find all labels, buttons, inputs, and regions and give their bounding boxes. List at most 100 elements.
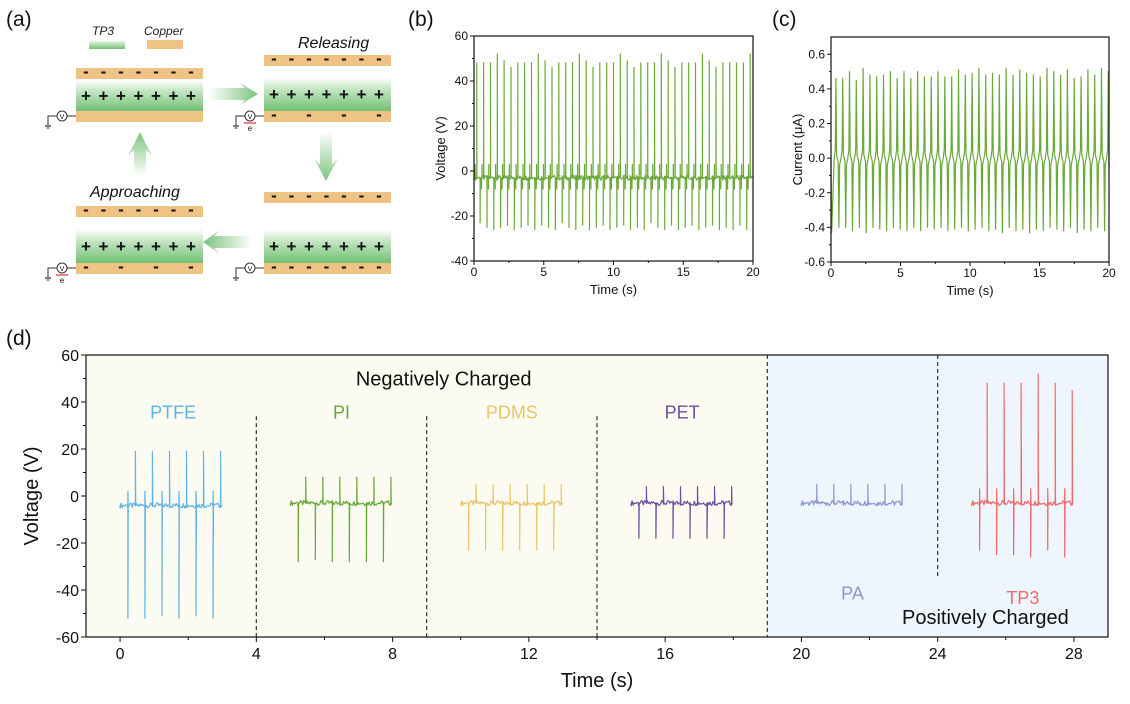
voltmeter-label: V xyxy=(248,114,253,121)
negative-charge: - xyxy=(341,186,347,205)
x-tick-label: 0 xyxy=(116,646,125,663)
positive-charge: + xyxy=(81,87,91,106)
teng-unit: - - - - - - -+ + + + + + +- - - -Ve xyxy=(233,49,391,133)
x-tick-label: 0 xyxy=(828,266,835,280)
positive-charge: + xyxy=(186,87,196,106)
negative-charge: - xyxy=(83,62,89,81)
tp3-layer xyxy=(76,80,203,111)
y-tick-label: -40 xyxy=(56,583,79,600)
negative-charge: - xyxy=(83,200,89,219)
negative-charge: - xyxy=(359,186,365,205)
plot-frame xyxy=(830,36,1110,263)
negative-charge: - xyxy=(341,257,347,276)
y-tick-label: 0.6 xyxy=(808,47,825,61)
teng-unit: - - - - - - -+ + + + + + +- - - -Ve xyxy=(45,200,203,285)
positive-charge: + xyxy=(287,237,297,256)
negative-charge: - xyxy=(359,257,365,276)
positively-charged-label: Positively Charged xyxy=(902,607,1069,629)
positive-charge: + xyxy=(99,87,109,106)
tp3-layer xyxy=(264,77,391,111)
positive-charge: + xyxy=(269,237,279,256)
series-line-pdms xyxy=(460,483,564,551)
negative-charge: - xyxy=(324,186,330,205)
y-tick-label: 60 xyxy=(455,29,469,43)
plot-frame xyxy=(473,35,754,262)
panel-label-d: (d) xyxy=(6,327,32,350)
y-tick-label: -60 xyxy=(56,630,79,647)
voltmeter-label: V xyxy=(60,266,65,273)
y-tick-label: 0 xyxy=(461,164,468,178)
negative-charge: - xyxy=(188,62,194,81)
series-line-ptfe xyxy=(119,450,223,619)
negative-charge: - xyxy=(118,200,124,219)
y-tick-label: 0 xyxy=(70,489,79,506)
panel-label-a: (a) xyxy=(6,8,32,31)
negative-charge: - xyxy=(324,257,330,276)
negative-charge: - xyxy=(289,186,295,205)
positive-charge: + xyxy=(186,237,196,256)
negative-charge: - xyxy=(188,200,194,219)
series-line-tp3 xyxy=(971,373,1074,558)
positive-charge: + xyxy=(374,237,384,256)
wire xyxy=(47,267,57,278)
electron-label: e xyxy=(60,276,65,285)
chart-d: 0 4 8 12 16 20 24 28 -60 -40 -20 0 20 40 60 Time (s) Vol… xyxy=(21,348,1109,692)
x-tick-label: 5 xyxy=(540,265,547,279)
negative-charge: - xyxy=(83,257,89,276)
legend-label-tp3: TP3 xyxy=(92,24,114,38)
positive-charge: + xyxy=(304,85,314,104)
tp3-layer xyxy=(76,229,203,263)
positive-charge: + xyxy=(81,237,91,256)
x-axis-label: Time (s) xyxy=(561,670,634,692)
voltage-series-line xyxy=(473,53,754,231)
negative-charge: - xyxy=(101,62,107,81)
y-tick-label: 60 xyxy=(61,348,79,365)
copper-electrode-top xyxy=(76,68,203,79)
x-tick-label: 20 xyxy=(746,265,760,279)
negative-charge: - xyxy=(153,200,159,219)
arrow-left-icon xyxy=(203,230,252,254)
negative-charge: - xyxy=(171,62,177,81)
negative-charge: - xyxy=(341,105,347,124)
y-tick-label: 0.2 xyxy=(808,117,825,131)
x-axis-label: Time (s) xyxy=(590,282,637,297)
negative-charge: - xyxy=(376,49,382,68)
stage-label-releasing: Releasing xyxy=(298,35,369,52)
copper-electrode-bottom xyxy=(264,111,391,122)
negative-charge: - xyxy=(306,257,312,276)
wire xyxy=(235,267,245,278)
y-tick-label: 0.4 xyxy=(808,82,825,96)
wire xyxy=(47,115,57,126)
negative-charge: - xyxy=(271,257,277,276)
positive-charge: + xyxy=(169,237,179,256)
material-label-pa: PA xyxy=(841,583,864,603)
stage-label-approaching: Approaching xyxy=(89,184,180,201)
positive-charge: + xyxy=(339,237,349,256)
material-label-tp3: TP3 xyxy=(1006,588,1039,608)
y-tick-label: 20 xyxy=(61,442,79,459)
y-axis-label: Current (μA) xyxy=(790,114,805,186)
x-tick-label: 10 xyxy=(607,265,621,279)
positive-charge: + xyxy=(357,237,367,256)
x-tick-label: 20 xyxy=(793,646,811,663)
y-tick-label: -0.2 xyxy=(804,186,825,200)
chart-b: 0 5 10 15 20 -40 -20 0 20 40 60 Time (s) Voltage (V) xyxy=(433,29,760,297)
negative-charge: - xyxy=(101,200,107,219)
negative-charge: - xyxy=(289,257,295,276)
negative-charge: - xyxy=(271,186,277,205)
x-tick-label: 4 xyxy=(252,646,261,663)
x-tick-label: 0 xyxy=(471,265,478,279)
negative-charge: - xyxy=(289,49,295,68)
negative-charge: - xyxy=(171,200,177,219)
teng-unit: - - - - - - -+ + + + + + +V xyxy=(45,62,203,129)
y-tick-label: 40 xyxy=(61,395,79,412)
positive-charge: + xyxy=(116,87,126,106)
negative-charge: - xyxy=(306,49,312,68)
negative-charge: - xyxy=(271,105,277,124)
x-tick-label: 10 xyxy=(963,266,977,280)
y-tick-label: -40 xyxy=(451,254,469,268)
material-label-pet: PET xyxy=(665,402,700,422)
negative-charge: - xyxy=(118,257,124,276)
positive-charge: + xyxy=(99,237,109,256)
